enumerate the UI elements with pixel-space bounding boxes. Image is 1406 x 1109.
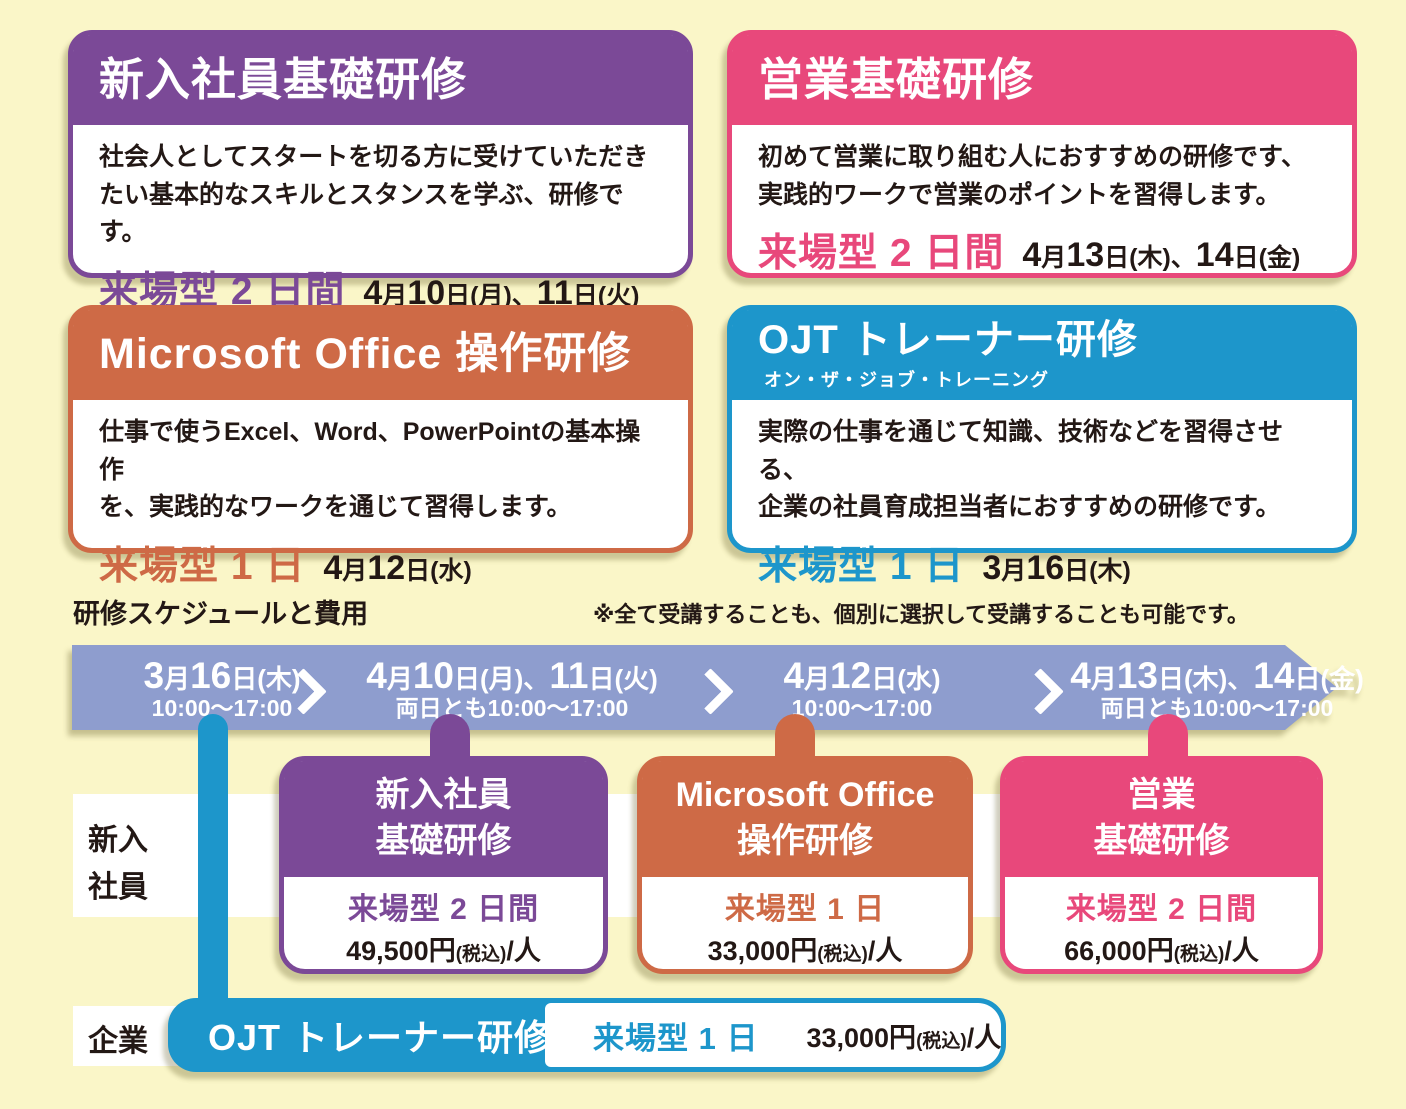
timeline-time: 10:00〜17:00 <box>791 694 933 721</box>
course-format-label: 来場型 2 日間 <box>758 232 1005 275</box>
course-card-body: 社会人としてスタートを切る方に受けていただき たい基本的なスキルとスタンスを学ぶ… <box>73 125 688 316</box>
timeline-arrow-band: 3月16日(木) 10:00〜17:00 4月10日(月)、11日(火) 両日と… <box>72 645 1364 730</box>
schedule-card-price: 66,000円(税込)/人 <box>1064 936 1259 966</box>
schedule-card-price: 33,000円(税込)/人 <box>707 936 903 966</box>
schedule-card-body: 来場型 2 日間 49,500円(税込)/人 <box>284 877 603 968</box>
course-description: 仕事で使うExcel、Word、PowerPointの基本操作 を、実践的なワー… <box>99 418 641 521</box>
course-card-header: 営業基礎研修 <box>732 35 1352 125</box>
course-description: 初めて営業に取り組む人におすすめの研修です、 実践的ワークで営業のポイントを習得… <box>758 143 1307 209</box>
timeline-entry-3: 4月12日(水) 10:00〜17:00 <box>727 651 997 725</box>
course-format-row: 来場型 2 日間 4月10日(月)、11日(火) <box>99 260 664 316</box>
schedule-card-ojt-trainer: OJT トレーナー研修 来場型 1 日 33,000円(税込)/人 <box>168 998 1006 1072</box>
course-card-body: 初めて営業に取り組む人におすすめの研修です、 実践的ワークで営業のポイントを習得… <box>732 125 1352 278</box>
schedule-card-body: 来場型 1 日 33,000円(税込)/人 <box>642 877 968 968</box>
course-title: 新入社員基礎研修 <box>99 54 468 106</box>
course-card-header: OJT トレーナー研修 オン・ザ・ジョブ・トレーニング <box>732 310 1352 400</box>
course-title: Microsoft Office 操作研修 <box>99 330 632 379</box>
schedule-note: ※全て受講することも、個別に選択して受講することも可能です。 <box>593 602 1249 627</box>
schedule-card-title: Microsoft Office 操作研修 <box>642 761 968 877</box>
course-date: 3月16日(木) <box>982 548 1131 587</box>
course-format-label: 来場型 1 日 <box>99 544 306 588</box>
timeline-time: 10:00〜17:00 <box>151 694 293 721</box>
schedule-heading: 研修スケジュールと費用 <box>73 599 369 629</box>
timeline-date: 4月12日(水) <box>783 654 941 696</box>
timeline-time: 両日とも10:00〜17:00 <box>395 694 629 721</box>
row-label-new-employee: 新入 社員 <box>88 824 148 904</box>
schedule-card-ms-office: Microsoft Office 操作研修 来場型 1 日 33,000円(税込… <box>637 756 973 974</box>
course-card-header: 新入社員基礎研修 <box>73 35 688 125</box>
course-format-row: 来場型 1 日 3月16日(木) <box>758 535 1328 591</box>
ojt-card-format: 来場型 1 日 <box>593 1020 759 1056</box>
schedule-card-body: 来場型 2 日間 66,000円(税込)/人 <box>1005 877 1318 968</box>
course-card-ms-office: Microsoft Office 操作研修 仕事で使うExcel、Word、Po… <box>68 305 693 588</box>
row-label-company: 企業 <box>88 1025 148 1058</box>
course-date: 4月13日(木)、14日(金) <box>1022 236 1301 274</box>
course-title: OJT トレーナー研修 <box>758 317 1138 362</box>
schedule-card-format: 来場型 2 日間 <box>1065 893 1258 926</box>
course-card-body: 仕事で使うExcel、Word、PowerPointの基本操作 を、実践的なワー… <box>73 400 688 591</box>
ojt-card-price: 33,000円(税込)/人 <box>806 1022 1002 1053</box>
course-card-body: 実際の仕事を通じて知識、技術などを習得させる、 企業の社員育成担当者におすすめの… <box>732 400 1352 591</box>
schedule-card-sales: 営業 基礎研修 来場型 2 日間 66,000円(税込)/人 <box>1000 756 1323 974</box>
course-title: 営業基礎研修 <box>758 54 1035 106</box>
course-description: 社会人としてスタートを切る方に受けていただき たい基本的なスキルとスタンスを学ぶ… <box>99 143 649 246</box>
course-date: 4月12日(水) <box>323 548 472 587</box>
timeline-arrow-shape <box>72 645 1337 730</box>
timeline-entry-1: 3月16日(木) 10:00〜17:00 <box>143 651 300 725</box>
course-card-new-employee-basic: 新入社員基礎研修 社会人としてスタートを切る方に受けていただき たい基本的なスキ… <box>68 30 693 313</box>
timeline-entry-4: 4月13日(木)、14日(金) 両日とも10:00〜17:00 <box>1047 651 1387 725</box>
course-card-ojt-trainer: OJT トレーナー研修 オン・ザ・ジョブ・トレーニング 実際の仕事を通じて知識、… <box>727 305 1357 588</box>
schedule-card-new-employee: 新入社員 基礎研修 来場型 2 日間 49,500円(税込)/人 <box>279 756 608 974</box>
course-format-label: 来場型 1 日 <box>758 544 965 588</box>
schedule-card-format: 来場型 1 日 <box>724 893 886 926</box>
timeline-time: 両日とも10:00〜17:00 <box>1100 694 1334 721</box>
course-subtitle: オン・ザ・ジョブ・トレーニング <box>764 369 1049 390</box>
ojt-card-detail-panel: 来場型 1 日 33,000円(税込)/人 <box>545 1003 1001 1067</box>
schedule-card-title: 営業 基礎研修 <box>1005 761 1318 877</box>
timeline-entry-2: 4月10日(月)、11日(火) 両日とも10:00〜17:00 <box>322 651 702 725</box>
course-format-row: 来場型 2 日間 4月13日(木)、14日(金) <box>758 222 1328 278</box>
course-description: 実際の仕事を通じて知識、技術などを習得させる、 企業の社員育成担当者におすすめの… <box>758 418 1284 521</box>
schedule-card-title: 新入社員 基礎研修 <box>284 761 603 877</box>
ojt-card-title: OJT トレーナー研修 <box>208 1017 552 1058</box>
course-date: 4月10日(月)、11日(火) <box>363 273 640 312</box>
course-format-row: 来場型 1 日 4月12日(水) <box>99 535 664 591</box>
timeline-date: 4月10日(月)、11日(火) <box>366 654 658 696</box>
course-card-header: Microsoft Office 操作研修 <box>73 310 688 400</box>
connector-line-ojt <box>198 714 228 1014</box>
schedule-card-price: 49,500円(税込)/人 <box>346 936 541 966</box>
schedule-card-format: 来場型 2 日間 <box>347 893 540 926</box>
timeline-date: 3月16日(木) <box>143 654 301 696</box>
course-card-sales-basic: 営業基礎研修 初めて営業に取り組む人におすすめの研修です、 実践的ワークで営業の… <box>727 30 1357 278</box>
timeline-date: 4月13日(木)、14日(金) <box>1070 654 1364 696</box>
